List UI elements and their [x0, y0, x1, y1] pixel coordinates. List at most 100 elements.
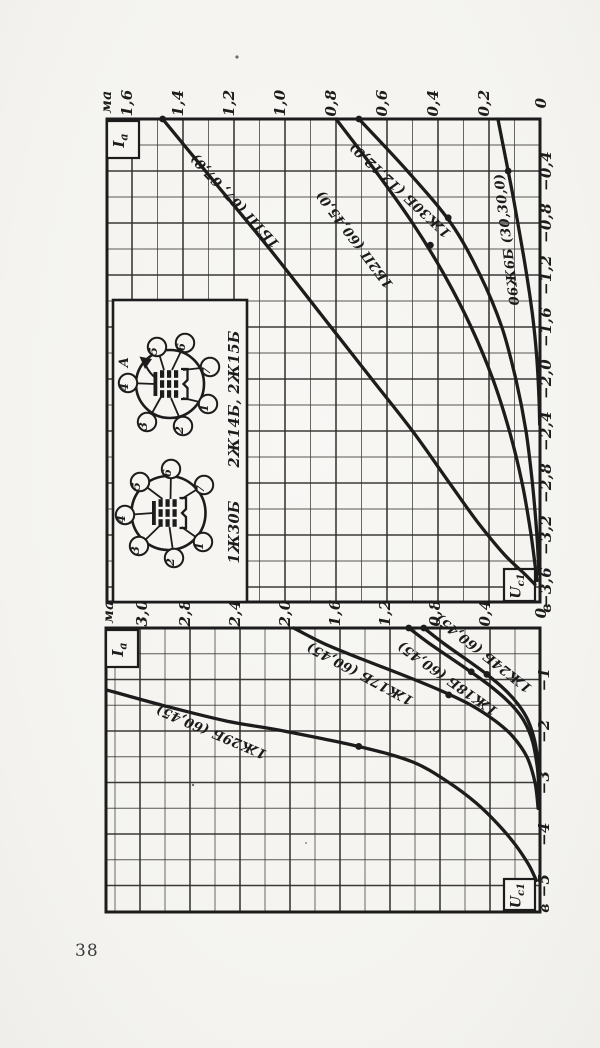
- pin-circle: [129, 471, 151, 493]
- anode-lead-line: [145, 365, 157, 379]
- lower-grid: [106, 628, 540, 912]
- pin-number: 1: [192, 542, 206, 550]
- curve-marker-dot: [420, 624, 428, 632]
- pin-number: 7: [199, 367, 213, 375]
- curve-line: [357, 117, 541, 576]
- electrode-stack-glyph: [153, 367, 189, 401]
- tube-diagram-2Ж14Б-2Ж15Б: 1 2 3 4 5 6 7 А 2Ж14Б, 2Ж15Б: [117, 330, 243, 468]
- uc-tick-label: −0,8: [537, 203, 555, 243]
- pin-circle: [197, 393, 219, 415]
- axis-label-sub: с1: [516, 883, 527, 896]
- pin-circle: [114, 504, 136, 526]
- uc-tick-label: −5: [535, 874, 553, 898]
- grid-dash: [158, 519, 163, 527]
- ia-tick-label: 0: [532, 97, 550, 108]
- grid-dash: [174, 370, 179, 378]
- ia-tick-label: 3,0: [133, 599, 151, 626]
- grid-dash: [167, 390, 172, 398]
- grid-dash: [172, 509, 177, 517]
- curve-line: [160, 117, 537, 587]
- uc-tick-label: −0,4: [537, 151, 555, 191]
- grid-dash: [158, 509, 163, 517]
- curve-marker-dot: [159, 115, 167, 123]
- ia-tick-label: 1,4: [169, 90, 187, 117]
- socket-inset: 1 2 3 4 5 6 7 А 2Ж14Б, 2Ж15Б 1 2 3 4 5 6 7 1Ж30Б: [111, 298, 249, 604]
- ia-tick-label: 2,8: [176, 599, 194, 627]
- grid-dash: [160, 390, 165, 398]
- cathode-bar: [152, 501, 156, 525]
- uc-tick-label: −3,6: [537, 567, 555, 607]
- anode-mark-label: А: [117, 357, 132, 369]
- upper-plot-border: [105, 117, 542, 604]
- grid-dash: [165, 519, 170, 527]
- pin-circle: [163, 547, 185, 569]
- curve-marker-dot: [504, 167, 512, 175]
- ia-tick-label: 2,4: [226, 600, 244, 628]
- lower-plot-border: [104, 626, 542, 914]
- uc-tick-label: −1,2: [537, 255, 555, 295]
- scan-artifacts: [191, 55, 307, 844]
- curve-marker-dot: [444, 214, 452, 222]
- pin-circle: [192, 531, 214, 553]
- ia-tick-label: 1,6: [118, 89, 136, 116]
- tube-diagram-1Ж30Б: 1 2 3 4 5 6 7 1Ж30Б: [114, 458, 243, 569]
- axis-label-sub: а: [117, 642, 130, 649]
- grid-dash: [167, 370, 172, 378]
- pin-circle: [117, 372, 139, 394]
- pin-number: 5: [146, 347, 160, 355]
- pin-number: 5: [129, 482, 143, 490]
- anode-bracket: [179, 496, 188, 530]
- ia-tick-label: 2,0: [276, 599, 294, 627]
- ia-axis-unit: ма: [101, 601, 117, 624]
- ia-axis-label: Iа: [109, 642, 130, 657]
- pin-number: 7: [193, 485, 207, 493]
- ia-tick-label: 1,2: [376, 600, 394, 627]
- ia-tick-label: 0,4: [424, 90, 442, 117]
- pin-number: 3: [128, 546, 142, 554]
- grid-dash: [165, 499, 170, 507]
- uc-axis-unit: в: [539, 603, 555, 613]
- curve-marker-dot: [483, 670, 491, 678]
- upper-tick-labels: 1,6 1,4 1,2 1,0 0,8 0,6 0,4 0,2 0 ма −0,4 −0,8 −1,2 −…: [99, 89, 555, 613]
- grid-dash: [174, 380, 179, 388]
- curve-marker-dot: [426, 241, 434, 249]
- uc-tick-label: −2,0: [537, 359, 555, 399]
- grid-dash: [160, 380, 165, 388]
- ia-tick-label: 0,4: [476, 600, 494, 627]
- grid-dash: [160, 370, 165, 378]
- ia-axis-corner-box: [104, 628, 140, 669]
- anode-bracket: [181, 367, 189, 401]
- curve-marker-dot: [445, 691, 453, 699]
- pin-number: 1: [197, 404, 211, 412]
- pin-number: 2: [172, 426, 186, 435]
- grid-dash: [174, 390, 179, 398]
- pin-circle: [172, 415, 194, 437]
- page-number: 38: [75, 941, 99, 961]
- grid-dash: [165, 509, 170, 517]
- ia-tick-label: 1,0: [271, 89, 289, 116]
- pin-circle: [199, 356, 221, 378]
- curve-marker-dot: [355, 743, 363, 750]
- pin-circle: [136, 411, 158, 433]
- pin-circle: [193, 474, 215, 496]
- curve-marker-dot: [355, 115, 363, 123]
- curve-line: [334, 117, 539, 583]
- pin-circle: [128, 535, 150, 557]
- uc-tick-label: −2: [535, 719, 553, 743]
- uc-axis-unit: в: [537, 903, 553, 913]
- ia-tick-label: 0,8: [426, 599, 444, 626]
- axis-label-base: I: [110, 140, 128, 149]
- pin-circle: [146, 336, 168, 358]
- uc-tick-label: −3,2: [537, 515, 555, 555]
- grid-dash: [167, 380, 172, 388]
- axis-label-base: U: [509, 895, 525, 908]
- pin-circle: [174, 332, 196, 354]
- ia-axis-label: Iа: [110, 133, 131, 148]
- uc-tick-label: −1: [535, 668, 553, 692]
- curve-label: 06Ж6Б (30,30,0): [492, 173, 523, 307]
- curve-marker-dot: [467, 668, 475, 676]
- pin-circle: [160, 458, 182, 480]
- axis-label-base: I: [109, 649, 127, 658]
- ink-speck: [305, 842, 307, 844]
